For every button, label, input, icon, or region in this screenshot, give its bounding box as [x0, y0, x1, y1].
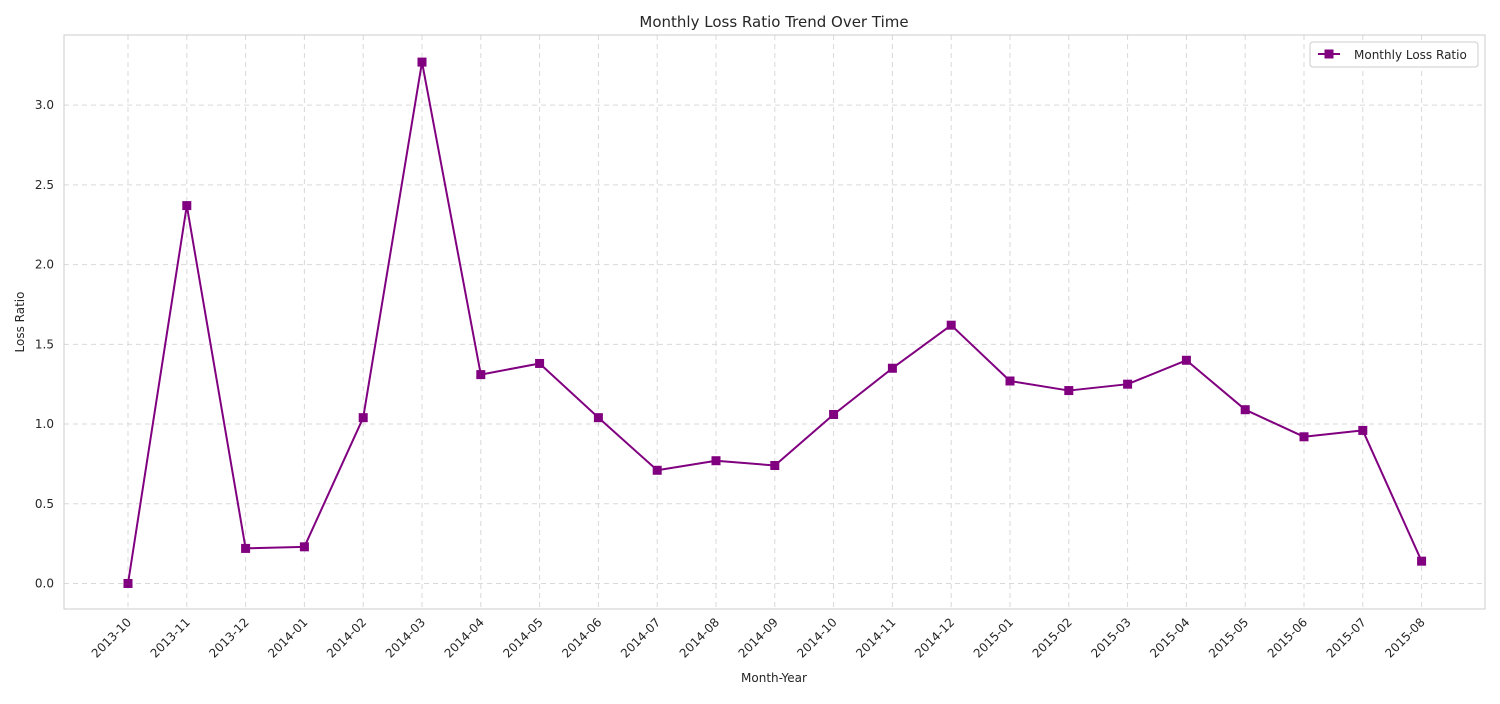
x-tick-label: 2015-03 — [1088, 615, 1133, 660]
x-tick-label: 2014-05 — [500, 615, 545, 660]
chart-title: Monthly Loss Ratio Trend Over Time — [639, 13, 908, 31]
y-tick-label: 2.0 — [35, 258, 54, 272]
legend-box — [1309, 41, 1479, 68]
x-tick-label: 2013-12 — [206, 615, 251, 660]
x-axis: 2013-10 2013-11 2013-12 2014-01 2014-02 2014-… — [89, 615, 1428, 660]
x-tick-label: 2015-06 — [1265, 615, 1310, 660]
data-point-marker — [1299, 432, 1309, 442]
x-tick-label: 2014-02 — [324, 615, 369, 660]
data-point-marker — [887, 363, 897, 373]
x-tick-label: 2015-05 — [1206, 615, 1251, 660]
legend-label: Monthly Loss Ratio — [1354, 48, 1467, 62]
x-tick-label: 2015-01 — [971, 615, 1016, 660]
data-point-marker — [593, 413, 603, 423]
x-tick-label: 2014-08 — [677, 615, 722, 660]
x-tick-label: 2015-08 — [1382, 615, 1427, 660]
x-tick-label: 2014-01 — [265, 615, 310, 660]
x-tick-label: 2014-12 — [912, 615, 957, 660]
data-point-marker — [1358, 425, 1368, 435]
data-point-marker — [417, 57, 427, 67]
y-tick-label: 3.0 — [35, 98, 54, 112]
y-tick-label: 2.5 — [35, 178, 54, 192]
data-point-marker — [652, 465, 662, 475]
x-tick-label: 2014-09 — [736, 615, 781, 660]
x-tick-label: 2014-06 — [559, 615, 604, 660]
y-tick-label: 0.5 — [35, 497, 54, 511]
data-point-marker — [711, 456, 721, 466]
series-layer — [123, 57, 1427, 588]
data-point-marker — [1064, 386, 1074, 396]
x-axis-title: Month-Year — [741, 671, 807, 685]
data-point-marker — [829, 409, 839, 419]
x-tick-label: 2015-02 — [1030, 615, 1075, 660]
data-point-marker — [1417, 556, 1427, 566]
y-axis: 0.0 0.5 1.0 1.5 2.0 2.5 3.0 — [35, 98, 54, 590]
data-point-marker — [1005, 376, 1015, 386]
x-tick-label: 2015-07 — [1324, 615, 1369, 660]
data-point-marker — [476, 370, 486, 380]
data-point-marker — [299, 542, 309, 552]
x-tick-label: 2014-10 — [794, 615, 839, 660]
y-axis-title: Loss Ratio — [13, 292, 27, 353]
plot-area-frame — [63, 34, 1486, 610]
data-point-marker — [241, 543, 251, 553]
y-tick-label: 0.0 — [35, 576, 54, 590]
legend: Monthly Loss Ratio — [1309, 41, 1479, 68]
data-point-marker — [123, 578, 133, 588]
data-point-marker — [358, 413, 368, 423]
y-tick-label: 1.0 — [35, 417, 54, 431]
y-tick-label: 1.5 — [35, 337, 54, 351]
data-point-marker — [770, 461, 780, 470]
data-point-marker — [946, 320, 956, 330]
legend-marker-square — [1324, 49, 1334, 59]
x-tick-label: 2013-11 — [148, 615, 193, 660]
x-tick-label: 2014-07 — [618, 615, 663, 660]
x-tick-label: 2013-10 — [89, 615, 134, 660]
data-point-marker — [182, 201, 192, 211]
x-tick-label: 2015-04 — [1147, 615, 1192, 660]
data-point-marker — [1240, 405, 1250, 415]
data-point-marker — [535, 358, 545, 368]
x-tick-label: 2014-03 — [383, 615, 428, 660]
grid — [64, 35, 1485, 609]
x-tick-label: 2014-04 — [442, 615, 487, 660]
x-tick-label: 2014-11 — [853, 615, 898, 660]
data-point-marker — [1181, 355, 1191, 365]
data-point-marker — [1123, 379, 1133, 389]
